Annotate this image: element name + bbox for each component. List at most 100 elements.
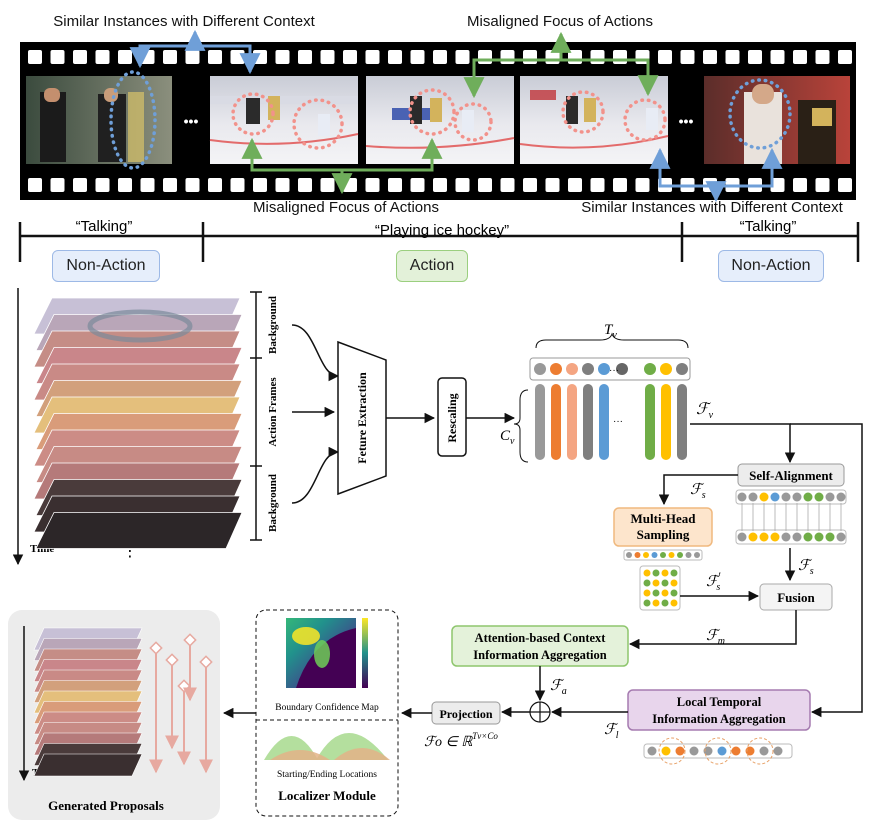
feature-extraction-label: Feture Extraction: [355, 372, 369, 464]
mhs-grid-dot: [643, 589, 651, 597]
feature-dot: [660, 363, 672, 375]
fs-prime-symbol: ℱ′ s: [706, 569, 721, 593]
sprockets-top: [28, 50, 852, 64]
sprocket-hole: [118, 178, 132, 192]
sa-dot: [814, 532, 824, 542]
mhs-grid-dot: [661, 599, 669, 607]
feature-dot: [582, 363, 594, 375]
feature-dots: ···: [534, 363, 688, 376]
sprocket-hole: [365, 50, 380, 64]
sprocket-hole: [523, 178, 537, 192]
feature-dot: [534, 363, 546, 375]
sprocket-hole: [815, 178, 830, 192]
mhs-grid-dot: [652, 569, 660, 577]
fs-symbol-right: ℱs: [798, 558, 814, 577]
mhs-dot: [651, 552, 658, 558]
sprocket-hole: [28, 178, 42, 192]
sprocket-hole: [680, 50, 695, 64]
sprocket-hole: [163, 178, 177, 192]
local-dot: [759, 746, 769, 756]
local-label-line-1: Local Temporal: [677, 695, 762, 709]
sprocket-hole: [275, 178, 290, 192]
sa-dot: [803, 532, 813, 542]
sprocket-hole: [118, 50, 132, 64]
rescaling-label: Rescaling: [445, 393, 459, 442]
local-dot: [675, 746, 685, 756]
sprocket-hole: [163, 50, 177, 64]
mhs-grid-dot: [652, 589, 660, 597]
local-window: [658, 737, 686, 765]
fv-route-arrows: [690, 423, 863, 718]
sprocket-hole: [388, 50, 402, 64]
sprocket-hole: [613, 50, 627, 64]
sprocket-hole: [568, 50, 582, 64]
sprocket-hole: [230, 178, 245, 192]
local-dot: [703, 746, 713, 756]
fs-to-mhs-arrow: [658, 474, 738, 506]
multi-head-sampling-block: [613, 507, 713, 547]
timeline-quote-right: “Talking”: [740, 218, 797, 235]
mhs-dot: [677, 552, 683, 558]
filmstrip: ••• •••: [20, 42, 856, 200]
sprocket-hole: [433, 178, 447, 192]
mhs-dot: [668, 552, 675, 558]
sprocket-hole: [365, 178, 380, 192]
feature-bar: [677, 384, 687, 460]
sa-dot: [792, 492, 802, 502]
mhs-grid-dot: [661, 579, 669, 587]
mhs-dot: [643, 552, 649, 558]
timeline: [18, 222, 860, 262]
sprocket-hole: [635, 178, 650, 192]
local-dot: [689, 746, 699, 756]
mhs-dot: [660, 552, 666, 558]
mhs-label-line-1: Multi-Head: [631, 511, 697, 526]
feature-dot: [550, 363, 562, 375]
mhs-grid-dot: [670, 599, 678, 607]
local-window: [704, 737, 732, 765]
sprocket-hole: [455, 50, 470, 64]
local-dots: [643, 737, 793, 765]
sprockets-bottom: [28, 178, 852, 192]
filmstrip-ellipsis-right: •••: [679, 113, 694, 129]
feature-bar: [599, 384, 609, 460]
rescaling-block: [437, 377, 467, 457]
sprocket-hole: [298, 178, 312, 192]
sprocket-hole: [500, 178, 515, 192]
mhs-grid-dot: [661, 589, 669, 597]
sa-dot: [748, 492, 758, 502]
frame-hockey-3: [519, 76, 669, 164]
feature-dot: [598, 363, 610, 375]
mhs-grid-dot: [643, 599, 651, 607]
frame-talking-right: [704, 76, 850, 164]
sa-dot: [770, 492, 780, 502]
feature-dot: [616, 363, 628, 375]
sprocket-hole: [140, 178, 155, 192]
sprocket-hole: [545, 178, 560, 192]
local-temporal-block: [627, 689, 811, 731]
feature-matrix: ··· ···: [513, 332, 691, 463]
self-alignment-rows: [735, 489, 847, 545]
sa-dot: [781, 492, 791, 502]
local-dot: [717, 746, 727, 756]
feature-bar: [583, 384, 593, 460]
mhs-grid-dot: [670, 569, 678, 577]
sprocket-hole: [613, 178, 627, 192]
sa-dot: [836, 532, 846, 542]
mhs-grid-dot: [670, 579, 678, 587]
sprocket-hole: [253, 178, 267, 192]
sprocket-hole: [568, 178, 582, 192]
local-dot: [731, 746, 741, 756]
sum-node: [529, 701, 551, 723]
bracket-label-background-bottom: Background: [267, 474, 279, 532]
bars-ellipsis: ···: [613, 416, 623, 427]
filmstrip-ellipsis-left: •••: [184, 113, 199, 129]
attention-label-line-2: Information Aggregation: [473, 648, 606, 662]
sprocket-hole: [523, 50, 537, 64]
mhs-grid-dot: [643, 579, 651, 587]
sa-dot: [759, 532, 769, 542]
label-similar-instances-top: Similar Instances with Different Context: [53, 13, 315, 30]
tag-action: Action: [396, 250, 468, 282]
mhs-dot: [626, 552, 632, 558]
sprocket-hole: [73, 178, 87, 192]
